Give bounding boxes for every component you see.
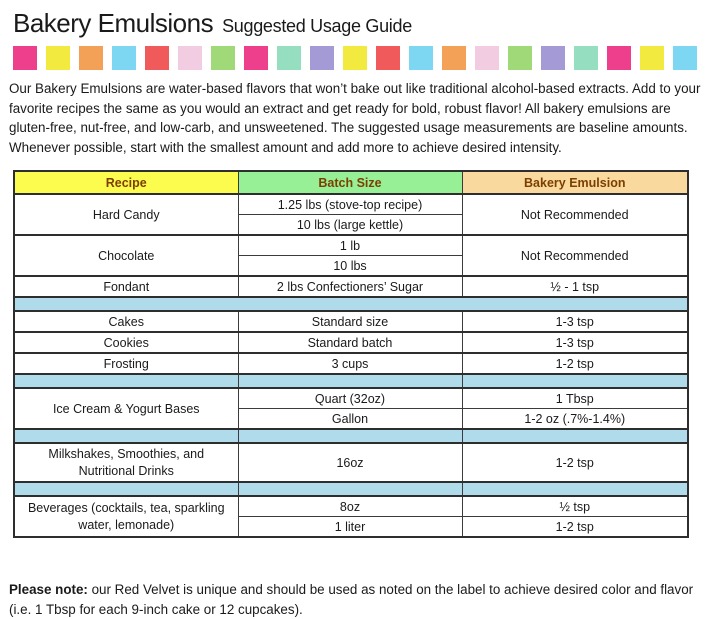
separator-cell [13,373,239,389]
table-row-beverages-2: 1 liter 1-2 tsp [14,516,689,538]
emulsion-cell: 1-2 tsp [461,442,689,483]
column-header-recipe: Recipe [13,170,239,195]
color-swatch [574,46,598,70]
batch-cell: 1 liter [237,516,463,538]
table-row-ice-cream-1: Ice Cream & Yogurt Bases Quart (32oz) 1 … [13,387,689,430]
emulsion-cell: ½ - 1 tsp [461,275,689,298]
recipe-cell: Ice Cream & Yogurt Bases [13,387,239,430]
emulsion-cell: 1 Tbsp [461,387,689,409]
footnote: Please note: our Red Velvet is unique an… [9,580,711,619]
separator-cell [237,481,463,497]
batch-cell: 16oz [237,442,463,483]
recipe-cell: Frosting [13,352,239,375]
recipe-cell: Beverages (cocktails, tea, sparkling wat… [13,495,239,538]
separator-row [13,296,689,312]
footnote-text: our Red Velvet is unique and should be u… [9,582,694,617]
separator-cell [13,428,239,444]
color-swatch [673,46,697,70]
table-row-milkshakes: Milkshakes, Smoothies, and Nutritional D… [13,442,689,483]
table-row-cakes: Cakes Standard size 1-3 tsp [13,310,689,333]
separator-cell [461,481,689,497]
batch-cell: 1 lb [237,234,463,256]
column-header-bakery-emulsion: Bakery Emulsion [461,170,689,195]
doc-title: Bakery Emulsions [13,8,214,38]
batch-cell: 8oz [237,495,463,517]
table-row-frosting: Frosting 3 cups 1-2 tsp [13,352,689,375]
batch-cell: 3 cups [237,352,463,375]
color-swatch [442,46,466,70]
batch-cell: 10 lbs (large kettle) [237,214,463,236]
emulsion-cell: 1-2 tsp [461,352,689,375]
emulsion-cell: 1-2 oz (.7%-1.4%) [461,408,689,430]
batch-cell: Quart (32oz) [237,387,463,409]
doc-header: Bakery Emulsions Suggested Usage Guide [7,8,713,39]
table-row-fondant: Fondant 2 lbs Confectioners’ Sugar ½ - 1… [13,275,689,298]
table-header-row: Recipe Batch Size Bakery Emulsion [13,170,689,195]
recipe-cell: Hard Candy [13,193,239,236]
emulsion-cell: Not Recommended [461,193,689,236]
batch-cell: 10 lbs [237,255,463,277]
emulsion-cell: 1-2 tsp [461,516,689,538]
separator-row [13,428,689,444]
color-swatch [541,46,565,70]
color-swatch [640,46,664,70]
separator-cell [13,296,689,312]
separator-row [13,373,689,389]
separator-row [13,481,689,497]
recipe-cell: Cookies [13,331,239,354]
color-swatch [475,46,499,70]
batch-cell: Standard batch [237,331,463,354]
color-swatch [112,46,136,70]
table-row-beverages-1: Beverages (cocktails, tea, sparkling wat… [13,495,689,538]
color-swatch [46,46,70,70]
color-swatch [607,46,631,70]
separator-cell [13,481,239,497]
color-swatch [409,46,433,70]
color-swatch [343,46,367,70]
recipe-cell: Cakes [13,310,239,333]
emulsion-cell: 1-3 tsp [461,331,689,354]
recipe-cell: Fondant [13,275,239,298]
table-row-chocolate-1: Chocolate 1 lb Not Recommended [13,234,689,277]
usage-table: Recipe Batch Size Bakery Emulsion Hard C… [13,170,689,538]
color-swatch [376,46,400,70]
separator-cell [237,373,463,389]
column-header-batch-size: Batch Size [237,170,463,195]
separator-cell [461,373,689,389]
recipe-cell: Chocolate [13,234,239,277]
emulsion-cell: ½ tsp [461,495,689,517]
color-swatch [178,46,202,70]
table-row-cookies: Cookies Standard batch 1-3 tsp [13,331,689,354]
color-swatch [211,46,235,70]
emulsion-cell: Not Recommended [461,234,689,277]
emulsion-cell: 1-3 tsp [461,310,689,333]
color-swatch [244,46,268,70]
recipe-cell: Milkshakes, Smoothies, and Nutritional D… [13,442,239,483]
footnote-label: Please note: [9,582,88,597]
color-swatch [79,46,103,70]
color-swatch [145,46,169,70]
separator-cell [461,428,689,444]
intro-paragraph: Our Bakery Emulsions are water-based fla… [9,81,701,155]
color-swatch [508,46,532,70]
batch-cell: Standard size [237,310,463,333]
table-row-hard-candy-1: Hard Candy 1.25 lbs (stove-top recipe) N… [13,193,689,236]
color-strip [13,46,713,70]
doc-subtitle: Suggested Usage Guide [222,16,412,36]
batch-cell: 1.25 lbs (stove-top recipe) [237,193,463,215]
color-swatch [277,46,301,70]
separator-cell [237,428,463,444]
color-swatch [310,46,334,70]
batch-cell: Gallon [237,408,463,430]
color-swatch [13,46,37,70]
batch-cell: 2 lbs Confectioners’ Sugar [237,275,463,298]
